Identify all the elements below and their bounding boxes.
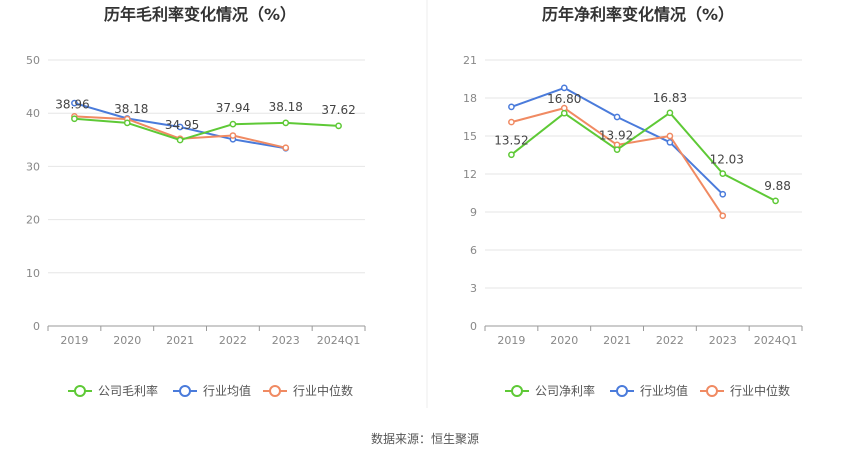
data-point-company: [176, 136, 184, 144]
data-point-company: [282, 119, 290, 127]
gross-margin-chart: 历年毛利率变化情况（%） 0 10 20 30 40 50 2019 2020 2021 2022 2…: [26, 5, 366, 398]
data-label: 37.94: [216, 101, 250, 115]
data-label: 34.95: [165, 118, 199, 132]
legend-label: 公司净利率: [535, 383, 595, 398]
y-tick-label: 15: [463, 130, 477, 143]
data-point-industry_avg: [71, 99, 78, 107]
x-tick-label: 2021: [166, 334, 194, 347]
data-label: 13.92: [599, 129, 633, 143]
series-line-company: [510, 111, 777, 202]
y-tick-label: 21: [463, 54, 477, 67]
data-point-industry_avg: [666, 138, 674, 146]
data-source: 数据来源：恒生聚源: [371, 431, 479, 446]
data-label: 12.03: [710, 153, 744, 167]
legend-label: 行业中位数: [293, 383, 353, 398]
data-point-industry_avg: [613, 113, 621, 121]
data-point-industry_median: [229, 132, 237, 139]
data-label: 38.96: [55, 98, 89, 112]
net-margin-chart: 历年净利率变化情况（%） 0 3 6 9 12 15 18 21 2019 2020 2021 2022…: [463, 5, 803, 398]
data-point-company: [71, 115, 78, 123]
x-tick-label: 2020: [550, 334, 578, 347]
data-point-company: [666, 109, 674, 117]
y-tick-label: 18: [463, 92, 477, 105]
legend-label: 公司毛利率: [98, 383, 158, 398]
x-tick-label: 2022: [656, 334, 684, 347]
data-label: 16.83: [653, 91, 687, 105]
legend-label: 行业均值: [640, 383, 688, 398]
y-tick-label: 0: [470, 320, 477, 333]
y-tick-label: 0: [33, 320, 40, 333]
legend-label: 行业均值: [203, 383, 251, 398]
y-tick-label: 40: [26, 107, 40, 120]
data-point-company: [719, 170, 727, 177]
x-tick-label: 2019: [60, 334, 88, 347]
data-point-industry_median: [282, 144, 290, 152]
x-tick-label: 2022: [219, 334, 247, 347]
x-tick-label: 2019: [497, 334, 525, 347]
x-tick-label: 2020: [113, 334, 141, 347]
data-point-company: [123, 119, 131, 127]
chart-title: 历年净利率变化情况（%）: [542, 5, 734, 24]
x-tick-label: 2024Q1: [754, 334, 798, 347]
data-point-company: [560, 109, 568, 117]
y-tick-label: 3: [470, 282, 477, 295]
data-label: 38.18: [114, 102, 148, 116]
legend-marker-company: [511, 385, 523, 397]
data-label: 38.18: [269, 100, 303, 114]
y-tick-label: 9: [470, 206, 477, 219]
y-tick-label: 12: [463, 168, 477, 181]
legend-marker-company: [74, 385, 86, 397]
x-tick-label: 2023: [709, 334, 737, 347]
data-point-industry_median: [666, 132, 674, 140]
data-point-industry_avg: [176, 123, 184, 131]
legend-marker-industry_median: [706, 385, 718, 397]
legend-marker-industry_median: [269, 385, 281, 397]
legend-label: 行业中位数: [730, 383, 790, 398]
data-point-industry_median: [719, 212, 727, 220]
x-tick-label: 2023: [272, 334, 300, 347]
data-point-company: [229, 120, 237, 128]
data-point-company: [613, 146, 621, 154]
x-tick-label: 2021: [603, 334, 631, 347]
data-point-industry_avg: [719, 190, 727, 198]
x-tick-label: 2024Q1: [317, 334, 361, 347]
y-tick-label: 20: [26, 214, 40, 227]
data-point-industry_median: [508, 118, 515, 126]
data-point-company: [772, 197, 779, 205]
y-tick-label: 10: [26, 267, 40, 280]
data-point-company: [508, 151, 515, 159]
data-label: 9.88: [764, 179, 791, 193]
legend-marker-industry_avg: [179, 385, 191, 397]
y-tick-label: 6: [470, 244, 477, 257]
y-tick-label: 30: [26, 160, 40, 173]
chart-title: 历年毛利率变化情况（%）: [104, 5, 296, 24]
data-point-industry_avg: [560, 84, 568, 92]
series-line-company: [74, 117, 339, 142]
data-point-company: [335, 122, 342, 130]
data-label: 16.80: [547, 92, 581, 106]
data-label: 13.52: [494, 134, 528, 148]
y-tick-label: 50: [26, 54, 40, 67]
data-label: 37.62: [321, 103, 355, 117]
legend-marker-industry_avg: [616, 385, 628, 397]
data-point-industry_avg: [508, 103, 515, 111]
